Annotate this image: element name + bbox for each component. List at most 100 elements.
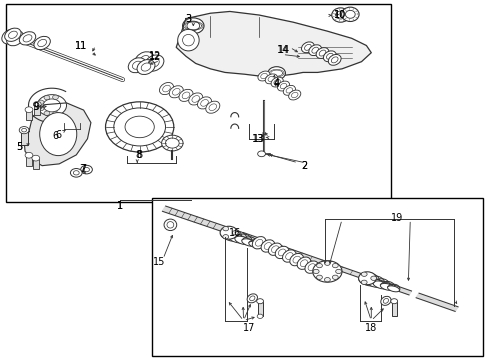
Ellipse shape — [285, 253, 292, 260]
Ellipse shape — [264, 74, 277, 84]
Ellipse shape — [248, 241, 261, 248]
Polygon shape — [162, 206, 228, 233]
Ellipse shape — [278, 249, 285, 256]
Ellipse shape — [200, 100, 208, 106]
Circle shape — [361, 280, 366, 284]
Ellipse shape — [283, 85, 295, 95]
Ellipse shape — [327, 54, 341, 65]
Ellipse shape — [282, 250, 296, 262]
Circle shape — [25, 152, 33, 158]
Ellipse shape — [23, 35, 32, 42]
Ellipse shape — [38, 39, 46, 47]
Ellipse shape — [128, 58, 146, 73]
Circle shape — [44, 111, 50, 115]
Circle shape — [53, 112, 59, 116]
Text: 15: 15 — [153, 257, 165, 267]
Circle shape — [114, 108, 165, 146]
Ellipse shape — [341, 7, 358, 22]
Bar — [5, 4, 390, 202]
Ellipse shape — [331, 8, 348, 22]
Circle shape — [161, 135, 183, 151]
Ellipse shape — [301, 42, 314, 53]
Ellipse shape — [163, 85, 170, 92]
Text: 14: 14 — [277, 45, 289, 55]
Bar — [391, 302, 396, 316]
Ellipse shape — [358, 276, 378, 286]
Circle shape — [37, 95, 66, 116]
Text: 9: 9 — [33, 102, 39, 112]
Ellipse shape — [135, 52, 154, 68]
Circle shape — [19, 127, 29, 134]
Circle shape — [232, 230, 238, 235]
Circle shape — [44, 95, 50, 100]
Ellipse shape — [208, 104, 216, 111]
Ellipse shape — [289, 253, 303, 266]
Ellipse shape — [297, 257, 310, 269]
Circle shape — [223, 226, 228, 231]
Ellipse shape — [139, 55, 149, 64]
Ellipse shape — [34, 36, 50, 50]
Ellipse shape — [319, 50, 325, 56]
Ellipse shape — [40, 113, 77, 156]
Ellipse shape — [345, 10, 354, 18]
Circle shape — [70, 168, 82, 177]
Text: 4: 4 — [273, 79, 279, 89]
Text: 13: 13 — [252, 134, 264, 144]
Ellipse shape — [141, 63, 150, 71]
Ellipse shape — [326, 53, 332, 59]
Polygon shape — [24, 103, 91, 166]
Text: 16: 16 — [228, 228, 241, 238]
Ellipse shape — [149, 59, 159, 67]
Polygon shape — [176, 12, 370, 76]
Ellipse shape — [255, 239, 263, 246]
Circle shape — [38, 107, 44, 111]
Circle shape — [83, 167, 89, 172]
Bar — [26, 111, 32, 121]
Text: 11: 11 — [75, 41, 87, 51]
Ellipse shape — [5, 28, 21, 41]
Circle shape — [390, 299, 397, 304]
Text: 4: 4 — [273, 78, 279, 88]
Circle shape — [165, 138, 179, 148]
Circle shape — [73, 171, 79, 175]
Circle shape — [257, 151, 265, 157]
Ellipse shape — [288, 90, 300, 100]
Text: 9: 9 — [33, 102, 39, 112]
Ellipse shape — [221, 231, 241, 242]
Ellipse shape — [166, 222, 173, 228]
Ellipse shape — [144, 55, 163, 71]
Text: 5: 5 — [16, 141, 22, 152]
Ellipse shape — [172, 89, 180, 95]
Ellipse shape — [383, 298, 388, 303]
Circle shape — [370, 276, 376, 280]
Ellipse shape — [305, 261, 318, 273]
Ellipse shape — [159, 82, 173, 95]
Circle shape — [324, 261, 330, 265]
Ellipse shape — [197, 97, 211, 109]
Circle shape — [332, 264, 338, 268]
Circle shape — [182, 18, 203, 34]
Text: 8: 8 — [135, 150, 141, 160]
Ellipse shape — [311, 47, 318, 53]
Ellipse shape — [257, 71, 269, 81]
Ellipse shape — [264, 243, 271, 249]
Ellipse shape — [285, 88, 292, 93]
Ellipse shape — [308, 45, 321, 55]
Circle shape — [223, 235, 228, 239]
Text: 18: 18 — [365, 323, 377, 333]
Text: 6: 6 — [55, 130, 61, 140]
Polygon shape — [240, 233, 411, 295]
Ellipse shape — [307, 264, 315, 271]
Ellipse shape — [365, 279, 384, 288]
Ellipse shape — [246, 294, 257, 303]
Ellipse shape — [249, 296, 254, 301]
Text: 19: 19 — [390, 213, 403, 223]
Ellipse shape — [169, 86, 183, 98]
Text: 13: 13 — [251, 134, 264, 144]
Circle shape — [313, 269, 319, 274]
Circle shape — [332, 275, 338, 279]
Bar — [20, 131, 27, 145]
Ellipse shape — [304, 44, 310, 50]
Circle shape — [257, 314, 263, 319]
Text: 6: 6 — [53, 131, 59, 140]
